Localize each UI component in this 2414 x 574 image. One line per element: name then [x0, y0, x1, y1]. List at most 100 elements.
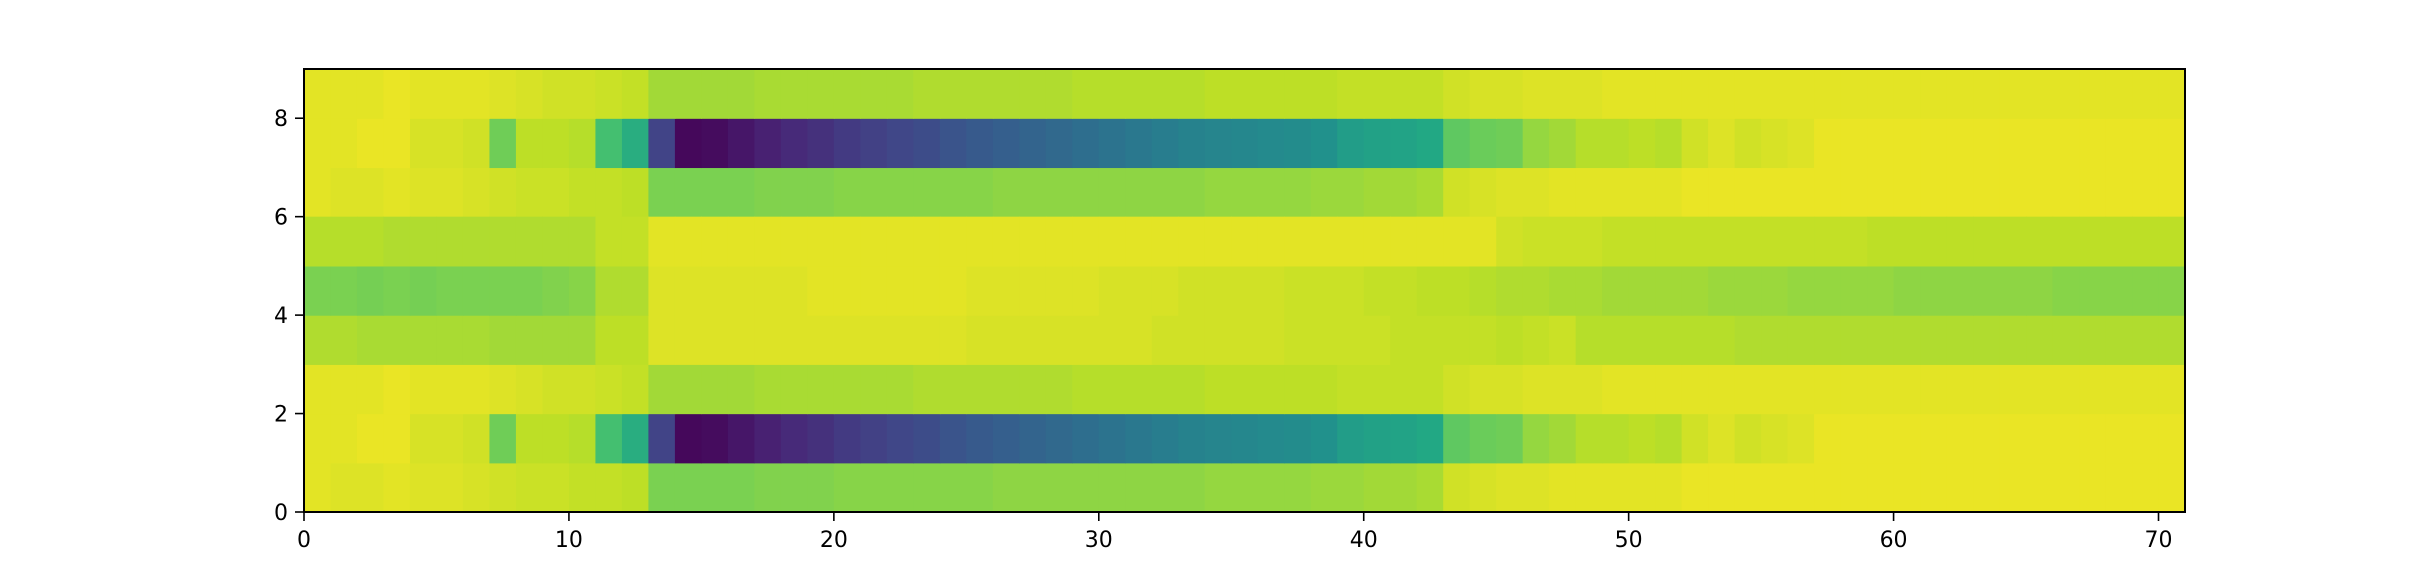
heatmap-cell: [1734, 167, 1762, 218]
heatmap-cell: [2052, 462, 2080, 513]
heatmap-cell: [330, 118, 358, 169]
heatmap-cell: [1787, 364, 1815, 415]
heatmap-cell: [1416, 315, 1444, 365]
heatmap-cell: [833, 315, 861, 365]
heatmap-cell: [1946, 118, 1974, 169]
heatmap-cell: [1310, 118, 1338, 169]
heatmap-cell: [356, 216, 385, 267]
heatmap-cell: [1231, 265, 1259, 316]
heatmap-cell: [595, 216, 623, 267]
heatmap-cell: [1999, 364, 2027, 415]
heatmap-cell: [1019, 118, 1047, 169]
heatmap-cell: [409, 364, 438, 415]
heatmap-cell: [1920, 69, 1948, 119]
heatmap-cell: [1443, 364, 1471, 415]
heatmap-cell: [1363, 413, 1391, 464]
heatmap-cell: [886, 315, 914, 365]
heatmap-cell: [462, 265, 491, 316]
heatmap-cell: [1310, 462, 1338, 513]
heatmap-cell: [462, 167, 491, 218]
heatmap-cell: [542, 216, 570, 267]
heatmap-cell: [1337, 118, 1365, 169]
x-tick-label: 0: [297, 528, 311, 553]
heatmap-cell: [1681, 364, 1709, 415]
heatmap-cell: [939, 413, 967, 464]
heatmap-cell: [409, 118, 438, 169]
heatmap-cell: [833, 364, 861, 415]
heatmap-cell: [1019, 216, 1047, 267]
heatmap-cell: [1946, 413, 1974, 464]
heatmap-cell: [780, 69, 808, 119]
heatmap-cell: [595, 315, 623, 365]
heatmap-cell: [939, 462, 967, 513]
heatmap-cell: [595, 118, 623, 169]
heatmap-cell: [1496, 265, 1524, 316]
heatmap-cell: [1973, 167, 2001, 218]
heatmap-cell: [1814, 315, 1842, 365]
heatmap-cell: [1178, 118, 1206, 169]
heatmap-cell: [1787, 462, 1815, 513]
heatmap-cell: [727, 69, 755, 119]
heatmap-cell: [1098, 364, 1126, 415]
heatmap-cell: [1893, 315, 1921, 365]
heatmap-cell: [515, 462, 544, 513]
heatmap-cell: [489, 315, 517, 365]
heatmap-cell: [330, 265, 358, 316]
heatmap-cell: [727, 364, 755, 415]
heatmap-cell: [436, 216, 464, 267]
heatmap-cell: [1999, 69, 2027, 119]
heatmap-cell: [356, 315, 385, 365]
heatmap-cell: [939, 216, 967, 267]
heatmap-cell: [1390, 216, 1418, 267]
heatmap-cell: [1575, 462, 1603, 513]
heatmap-cell: [1999, 413, 2027, 464]
heatmap-cell: [2052, 69, 2080, 119]
heatmap-cell: [1549, 265, 1577, 316]
heatmap-cell: [2026, 167, 2054, 218]
heatmap-cell: [595, 265, 623, 316]
heatmap-cell: [648, 118, 676, 169]
heatmap-cell: [462, 413, 491, 464]
heatmap-cell: [1973, 216, 2001, 267]
heatmap-cell: [1337, 413, 1365, 464]
heatmap-cell: [621, 167, 650, 218]
heatmap-cell: [1549, 462, 1577, 513]
heatmap-cell: [1178, 364, 1206, 415]
heatmap-cell: [1204, 364, 1232, 415]
heatmap-cell: [1893, 167, 1921, 218]
heatmap-cell: [2026, 69, 2054, 119]
heatmap-cell: [1522, 265, 1550, 316]
heatmap-cell: [1973, 462, 2001, 513]
heatmap-cell: [1840, 413, 1868, 464]
heatmap-cell: [1999, 167, 2027, 218]
heatmap-cell: [409, 69, 438, 119]
heatmap-cell: [1522, 462, 1550, 513]
x-tick-label: 30: [1085, 528, 1113, 553]
heatmap-cell: [304, 216, 332, 267]
heatmap-cell: [2158, 413, 2186, 464]
heatmap-cell: [1390, 118, 1418, 169]
heatmap-cell: [1416, 413, 1444, 464]
heatmap-cell: [833, 462, 861, 513]
heatmap-cell: [1151, 69, 1179, 119]
heatmap-cell: [1019, 413, 1047, 464]
heatmap-cell: [1416, 216, 1444, 267]
heatmap-cell: [330, 462, 358, 513]
heatmap-cell: [383, 364, 411, 415]
heatmap-cell: [1337, 167, 1365, 218]
heatmap-cell: [966, 118, 994, 169]
heatmap-cell: [1045, 167, 1073, 218]
heatmap-cell: [2052, 216, 2080, 267]
heatmap-cell: [1443, 69, 1471, 119]
heatmap-cell: [1178, 462, 1206, 513]
heatmap-cell: [1814, 167, 1842, 218]
heatmap-cell: [2132, 364, 2160, 415]
heatmap-cell: [2079, 364, 2107, 415]
heatmap-cell: [1363, 315, 1391, 365]
heatmap-cell: [2079, 216, 2107, 267]
heatmap-cell: [674, 216, 702, 267]
heatmap-cell: [1655, 413, 1683, 464]
heatmap-cell: [1231, 118, 1259, 169]
heatmap-cell: [542, 462, 570, 513]
